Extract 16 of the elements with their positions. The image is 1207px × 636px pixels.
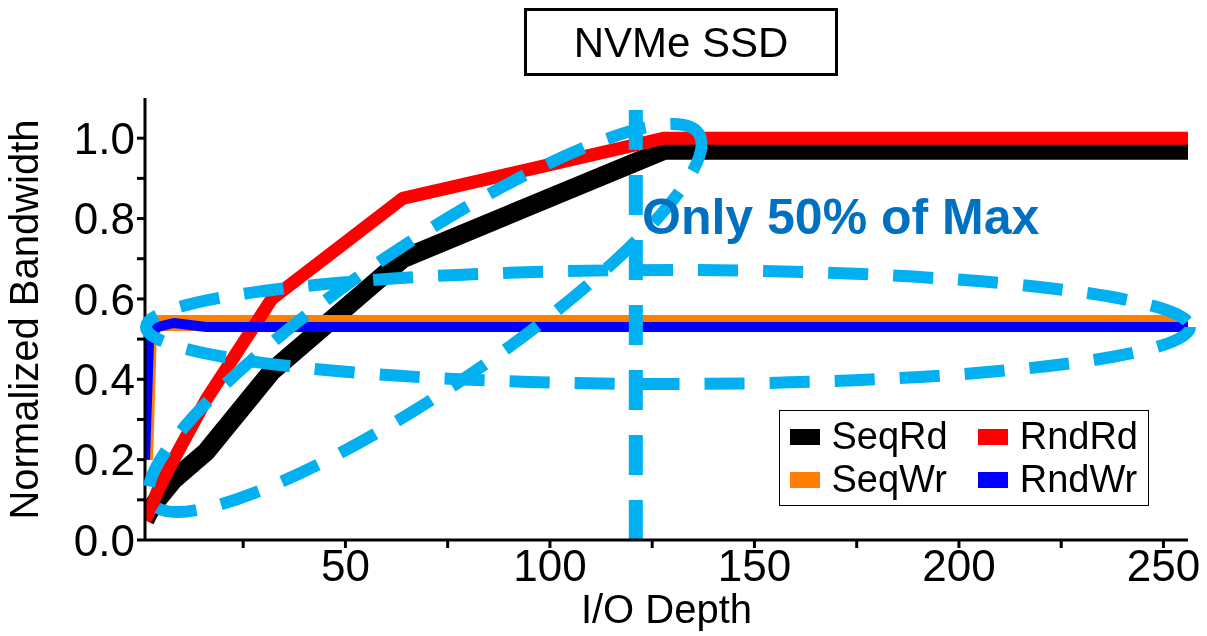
y-tick-label: 1.0	[73, 113, 135, 163]
y-tick-label: 0.4	[73, 354, 135, 404]
x-tick-label: 200	[922, 541, 996, 591]
y-tick-label: 0.6	[73, 274, 135, 324]
text: 0.0	[73, 515, 135, 565]
legend-label: SeqWr	[831, 458, 947, 501]
x-tick-label: 50	[320, 541, 370, 591]
x-tick-label: 250	[1126, 541, 1201, 591]
annotation: Only 50% of Max	[642, 188, 1040, 246]
chart-title: NVMe SSD	[524, 8, 838, 76]
y-axis-title: Normalized Bandwidth	[1, 118, 47, 520]
y-tick-label: 0.2	[73, 435, 135, 485]
legend-label: SeqRd	[831, 415, 948, 458]
y-tick-label: 0.8	[73, 194, 135, 244]
legend-label: RndWr	[1019, 458, 1138, 501]
legend-label: RndRd	[1019, 415, 1138, 458]
